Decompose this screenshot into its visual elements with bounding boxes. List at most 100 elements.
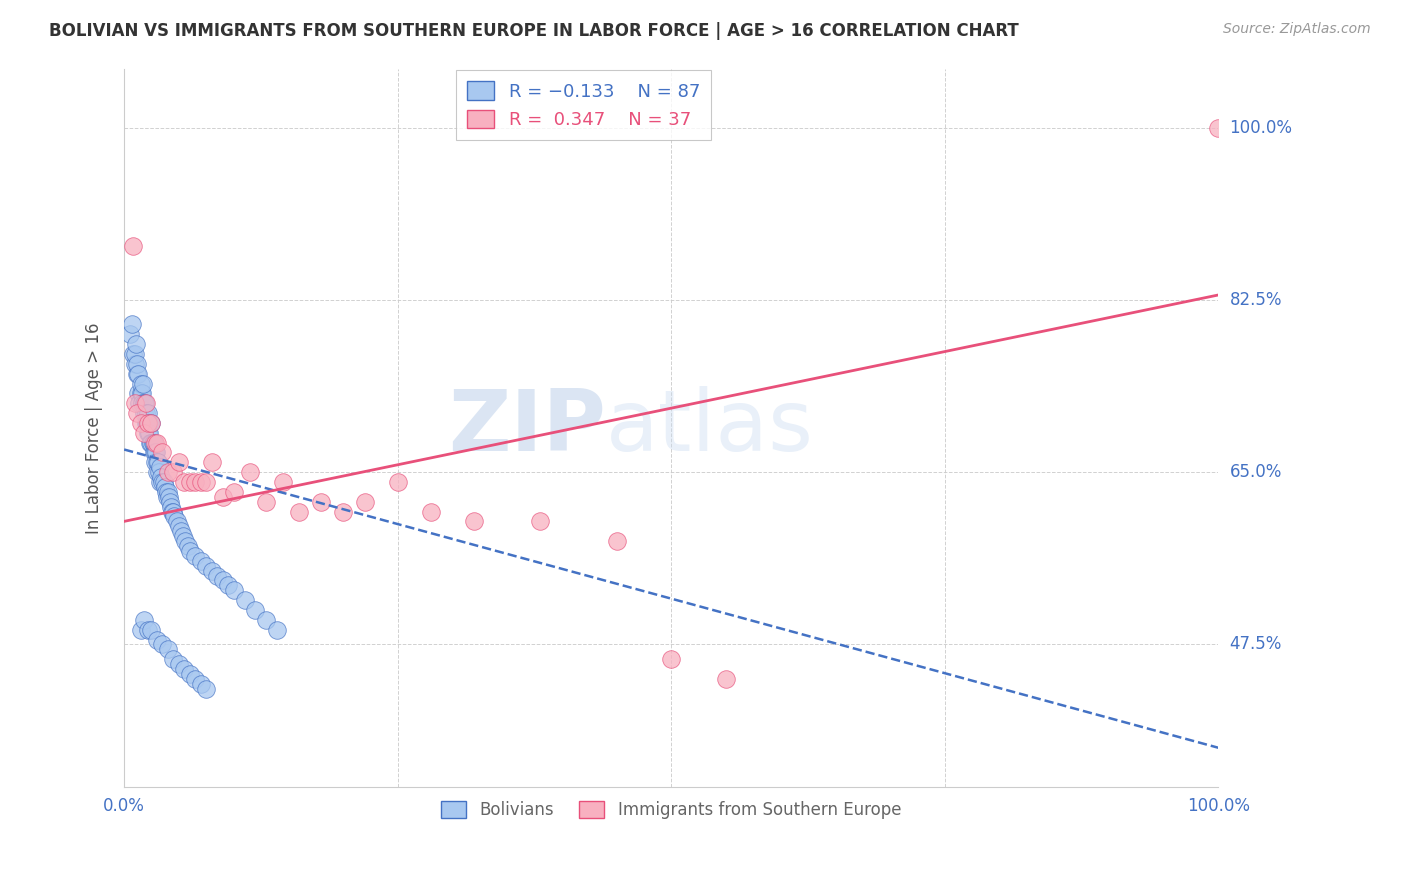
Point [152, 445, 174, 459]
Point [166, 514, 188, 528]
Point [222, 583, 245, 598]
Point [179, 544, 201, 558]
Point [201, 564, 224, 578]
Point [122, 238, 145, 252]
Point [254, 494, 277, 508]
Point [127, 406, 149, 420]
Point [184, 549, 207, 563]
Point [152, 637, 174, 651]
Text: Source: ZipAtlas.com: Source: ZipAtlas.com [1223, 22, 1371, 37]
Point [1208, 120, 1230, 135]
Text: atlas: atlas [606, 386, 814, 469]
Point [129, 376, 152, 391]
Point [332, 504, 354, 518]
Point [211, 490, 233, 504]
Point [245, 603, 267, 617]
Point [659, 652, 682, 666]
Point [127, 367, 149, 381]
Point [143, 435, 166, 450]
Point [141, 435, 163, 450]
Point [129, 386, 152, 401]
Point [156, 490, 179, 504]
Point [173, 662, 195, 676]
Point [138, 416, 160, 430]
Point [132, 396, 155, 410]
Point [152, 475, 174, 489]
Point [134, 396, 156, 410]
Point [153, 480, 176, 494]
Point [233, 593, 256, 607]
Point [146, 435, 169, 450]
Text: BOLIVIAN VS IMMIGRANTS FROM SOUTHERN EUROPE IN LABOR FORCE | AGE > 16 CORRELATIO: BOLIVIAN VS IMMIGRANTS FROM SOUTHERN EUR… [49, 22, 1019, 40]
Point [184, 475, 207, 489]
Point [128, 396, 150, 410]
Point [173, 475, 195, 489]
Point [309, 494, 332, 508]
Point [127, 357, 149, 371]
Point [167, 519, 190, 533]
Point [463, 514, 485, 528]
Point [184, 672, 207, 686]
Point [132, 613, 155, 627]
Point [149, 475, 172, 489]
Point [127, 367, 149, 381]
Point [155, 484, 177, 499]
Point [136, 623, 159, 637]
Point [162, 465, 184, 479]
Text: 82.5%: 82.5% [1230, 291, 1282, 309]
Point [142, 435, 165, 450]
Point [132, 425, 155, 440]
Point [162, 504, 184, 518]
Point [179, 475, 201, 489]
Point [354, 494, 377, 508]
Point [157, 490, 180, 504]
Point [141, 416, 163, 430]
Text: 65.0%: 65.0% [1230, 463, 1282, 481]
Point [271, 475, 294, 489]
Point [288, 504, 311, 518]
Point [205, 568, 228, 582]
Point [714, 672, 737, 686]
Point [125, 337, 148, 351]
Point [118, 327, 141, 342]
Point [146, 455, 169, 469]
Point [148, 465, 170, 479]
Text: 47.5%: 47.5% [1230, 635, 1282, 654]
Point [135, 406, 157, 420]
Point [195, 681, 218, 696]
Point [156, 465, 179, 479]
Point [606, 534, 628, 549]
Point [124, 347, 146, 361]
Point [156, 642, 179, 657]
Point [159, 494, 181, 508]
Point [170, 524, 193, 539]
Point [143, 445, 166, 459]
Point [142, 445, 165, 459]
Point [254, 613, 277, 627]
Point [136, 425, 159, 440]
Point [162, 504, 184, 518]
Point [138, 425, 160, 440]
Point [127, 386, 149, 401]
Point [190, 677, 212, 691]
Point [131, 396, 153, 410]
Text: 100.0%: 100.0% [1230, 119, 1292, 136]
Point [201, 455, 224, 469]
Point [529, 514, 551, 528]
Point [132, 376, 155, 391]
Point [222, 484, 245, 499]
Point [167, 657, 190, 672]
Point [146, 632, 169, 647]
Point [142, 435, 165, 450]
Point [135, 396, 157, 410]
Point [150, 470, 173, 484]
Point [141, 416, 163, 430]
Point [419, 504, 441, 518]
Point [136, 416, 159, 430]
Point [129, 416, 152, 430]
Point [266, 623, 288, 637]
Point [139, 435, 162, 450]
Point [152, 475, 174, 489]
Y-axis label: In Labor Force | Age > 16: In Labor Force | Age > 16 [86, 322, 103, 533]
Point [146, 455, 169, 469]
